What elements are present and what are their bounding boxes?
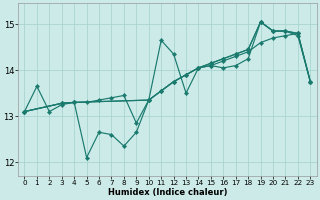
X-axis label: Humidex (Indice chaleur): Humidex (Indice chaleur) bbox=[108, 188, 227, 197]
